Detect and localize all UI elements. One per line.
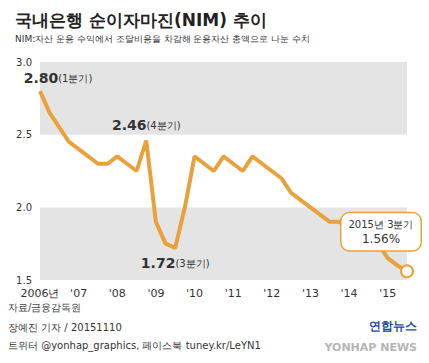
svg-text:2.46: 2.46: [112, 117, 147, 133]
svg-text:'11: '11: [225, 287, 242, 300]
svg-text:'14: '14: [341, 287, 358, 300]
svg-text:2.80: 2.80: [24, 70, 59, 86]
svg-text:NIM:자산 운용 수익에서 조달비용을 차감해 운용자산: NIM:자산 운용 수익에서 조달비용을 차감해 운용자산 총액으로 나눈 수치: [15, 34, 310, 44]
svg-text:'12: '12: [263, 287, 280, 300]
svg-text:'09: '09: [147, 287, 164, 300]
svg-text:(3분기): (3분기): [175, 258, 209, 269]
svg-text:연합뉴스: 연합뉴스: [369, 319, 417, 333]
svg-text:(1분기): (1분기): [58, 73, 92, 84]
svg-text:'13: '13: [302, 287, 319, 300]
svg-text:장예진 기자 / 20151110: 장예진 기자 / 20151110: [8, 322, 122, 333]
svg-text:1.72: 1.72: [141, 255, 176, 271]
svg-text:트위터 @yonhap_graphics, 페이스북 tun: 트위터 @yonhap_graphics, 페이스북 tuney.kr/LeYN…: [8, 340, 261, 352]
svg-text:3.0: 3.0: [16, 57, 32, 68]
svg-text:'10: '10: [186, 287, 203, 300]
svg-text:2.5: 2.5: [16, 129, 32, 140]
svg-text:'15: '15: [379, 287, 396, 300]
svg-text:'07: '07: [70, 287, 87, 300]
svg-text:2.0: 2.0: [16, 202, 32, 213]
svg-text:2015년 3분기: 2015년 3분기: [349, 219, 414, 230]
svg-text:YONHAP NEWS: YONHAP NEWS: [323, 341, 417, 354]
svg-text:자료/금융감독원: 자료/금융감독원: [8, 302, 81, 313]
svg-text:'08: '08: [109, 287, 126, 300]
svg-text:1.56%: 1.56%: [362, 232, 400, 246]
svg-text:(4분기): (4분기): [146, 120, 180, 131]
svg-text:1.5: 1.5: [16, 275, 32, 286]
svg-text:2006년: 2006년: [21, 287, 60, 300]
svg-text:국내은행 순이자마진(NIM) 추이: 국내은행 순이자마진(NIM) 추이: [15, 10, 267, 30]
